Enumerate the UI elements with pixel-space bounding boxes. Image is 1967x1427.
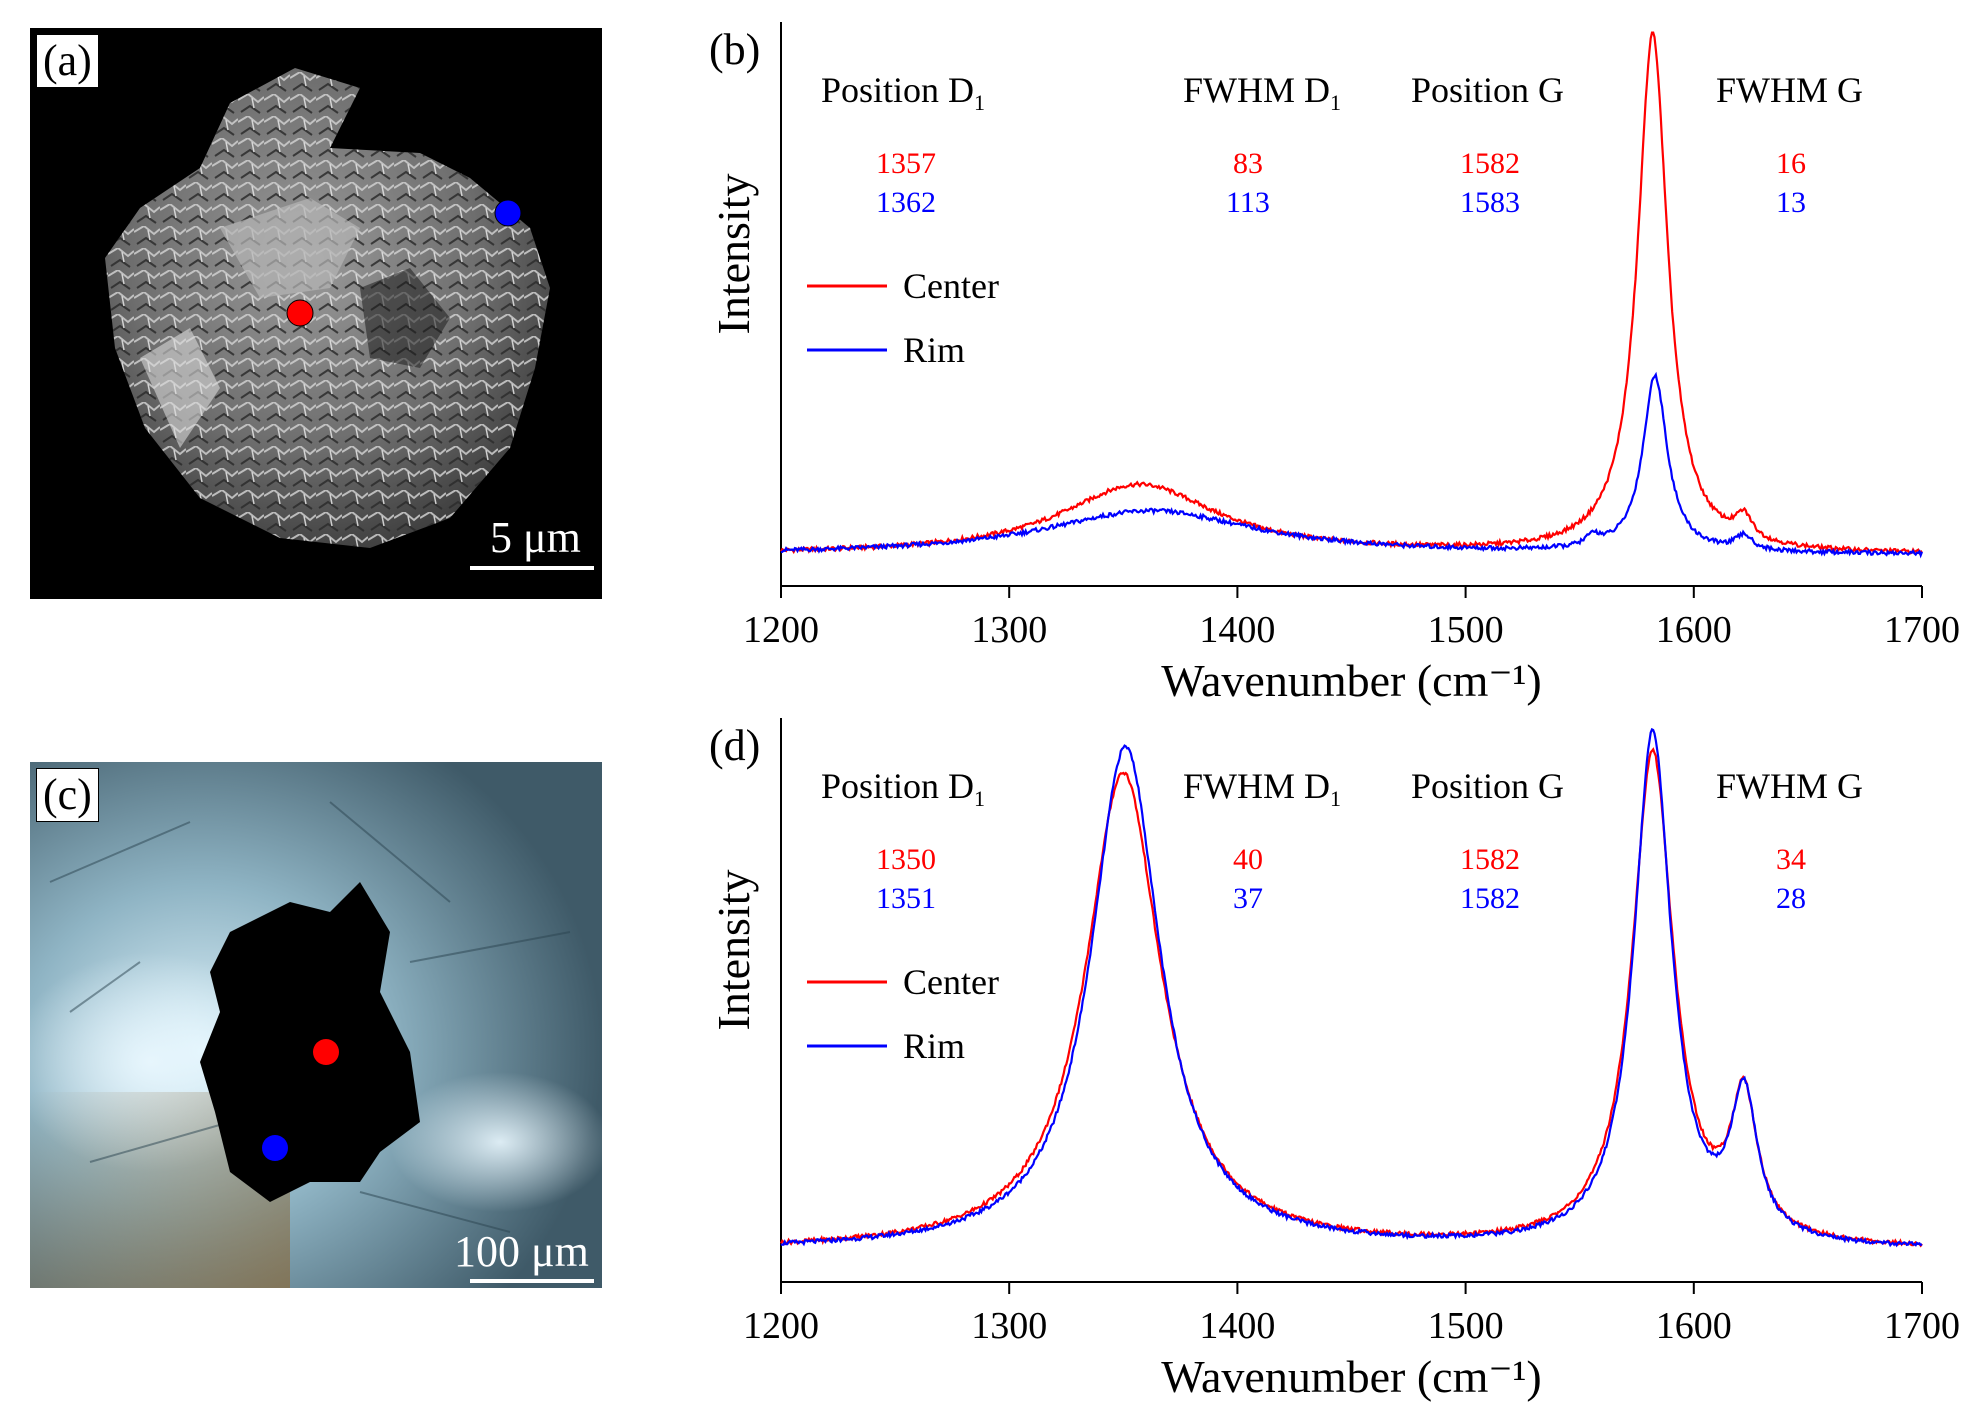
y-axis-label: Intensity bbox=[708, 174, 759, 335]
legend-label: Center bbox=[903, 266, 999, 306]
x-tick-label: 1400 bbox=[1199, 609, 1275, 651]
legend-label: Center bbox=[903, 962, 999, 1002]
x-axis-label: Wavenumber (cm⁻¹) bbox=[1161, 655, 1542, 706]
scale-bar bbox=[470, 1279, 594, 1283]
x-tick-label: 1500 bbox=[1428, 609, 1504, 651]
stat-column-header: Position G bbox=[1411, 766, 1564, 806]
scale-bar bbox=[470, 566, 594, 570]
y-axis-label: Intensity bbox=[708, 870, 759, 1031]
x-tick-label: 1600 bbox=[1656, 1305, 1732, 1347]
raman-spectrum-chart-b: 1200 1300 1400 1500 1600 1700 Wavenumber (cm⁻¹… bbox=[708, 22, 1960, 706]
stat-value: 1582 bbox=[1460, 843, 1520, 876]
subscript: 1 bbox=[974, 786, 985, 811]
series-line-rim bbox=[780, 727, 1923, 1248]
stat-value: 1357 bbox=[876, 147, 936, 180]
stat-value: 37 bbox=[1233, 882, 1263, 915]
stat-value: 34 bbox=[1776, 843, 1806, 876]
rim-marker bbox=[494, 199, 522, 227]
scale-bar-label: 5 μm bbox=[490, 513, 581, 562]
stat-value: 83 bbox=[1233, 147, 1263, 180]
stat-value: 28 bbox=[1776, 882, 1806, 915]
stat-value: 1583 bbox=[1460, 186, 1520, 219]
x-tick-label: 1700 bbox=[1884, 609, 1960, 651]
x-tick-label: 1300 bbox=[971, 1305, 1047, 1347]
legend-label: Rim bbox=[903, 330, 965, 370]
stat-column-header: Position D1 bbox=[821, 70, 985, 115]
stat-column-header: FWHM D1 bbox=[1183, 766, 1341, 811]
x-tick-label: 1700 bbox=[1884, 1305, 1960, 1347]
panel-label-c: (c) bbox=[36, 768, 99, 822]
panel-label: (b) bbox=[709, 25, 760, 74]
x-tick-label: 1500 bbox=[1428, 1305, 1504, 1347]
subscript: 1 bbox=[1330, 786, 1341, 811]
stat-column-header: Position D1 bbox=[821, 766, 985, 811]
x-axis-label: Wavenumber (cm⁻¹) bbox=[1161, 1351, 1542, 1402]
center-marker bbox=[313, 1039, 339, 1065]
x-tick-label: 1300 bbox=[971, 609, 1047, 651]
x-tick-label: 1400 bbox=[1199, 1305, 1275, 1347]
series-line-rim bbox=[780, 371, 1924, 559]
center-marker bbox=[286, 299, 314, 327]
stat-column-header: FWHM G bbox=[1716, 70, 1863, 110]
stat-value: 1351 bbox=[876, 882, 936, 915]
stat-value: 13 bbox=[1776, 186, 1806, 219]
optical-micrograph bbox=[30, 762, 602, 1288]
x-tick-label: 1200 bbox=[743, 609, 819, 651]
subscript: 1 bbox=[1330, 90, 1341, 115]
subscript: 1 bbox=[974, 90, 985, 115]
opaque-particle bbox=[200, 882, 420, 1202]
sem-image-panel: (a) 5 μm bbox=[30, 28, 602, 599]
stat-column-header: FWHM G bbox=[1716, 766, 1863, 806]
legend-label: Rim bbox=[903, 1026, 965, 1066]
x-tick-label: 1600 bbox=[1656, 609, 1732, 651]
stat-value: 1350 bbox=[876, 843, 936, 876]
stat-value: 16 bbox=[1776, 147, 1806, 180]
scale-bar-label: 100 μm bbox=[454, 1227, 589, 1276]
stat-value: 40 bbox=[1233, 843, 1263, 876]
stat-column-header: FWHM D1 bbox=[1183, 70, 1341, 115]
x-tick-label: 1200 bbox=[743, 1305, 819, 1347]
stat-column-header: Position G bbox=[1411, 70, 1564, 110]
panel-label-a: (a) bbox=[36, 34, 99, 88]
sem-particle-image bbox=[105, 68, 550, 548]
stat-value: 1362 bbox=[876, 186, 936, 219]
rim-marker bbox=[262, 1135, 288, 1161]
stat-value: 1582 bbox=[1460, 882, 1520, 915]
stat-value: 113 bbox=[1226, 186, 1270, 219]
stat-value: 1582 bbox=[1460, 147, 1520, 180]
panel-label: (d) bbox=[709, 721, 760, 770]
optical-image-panel: (c) 100 μm bbox=[30, 762, 602, 1288]
